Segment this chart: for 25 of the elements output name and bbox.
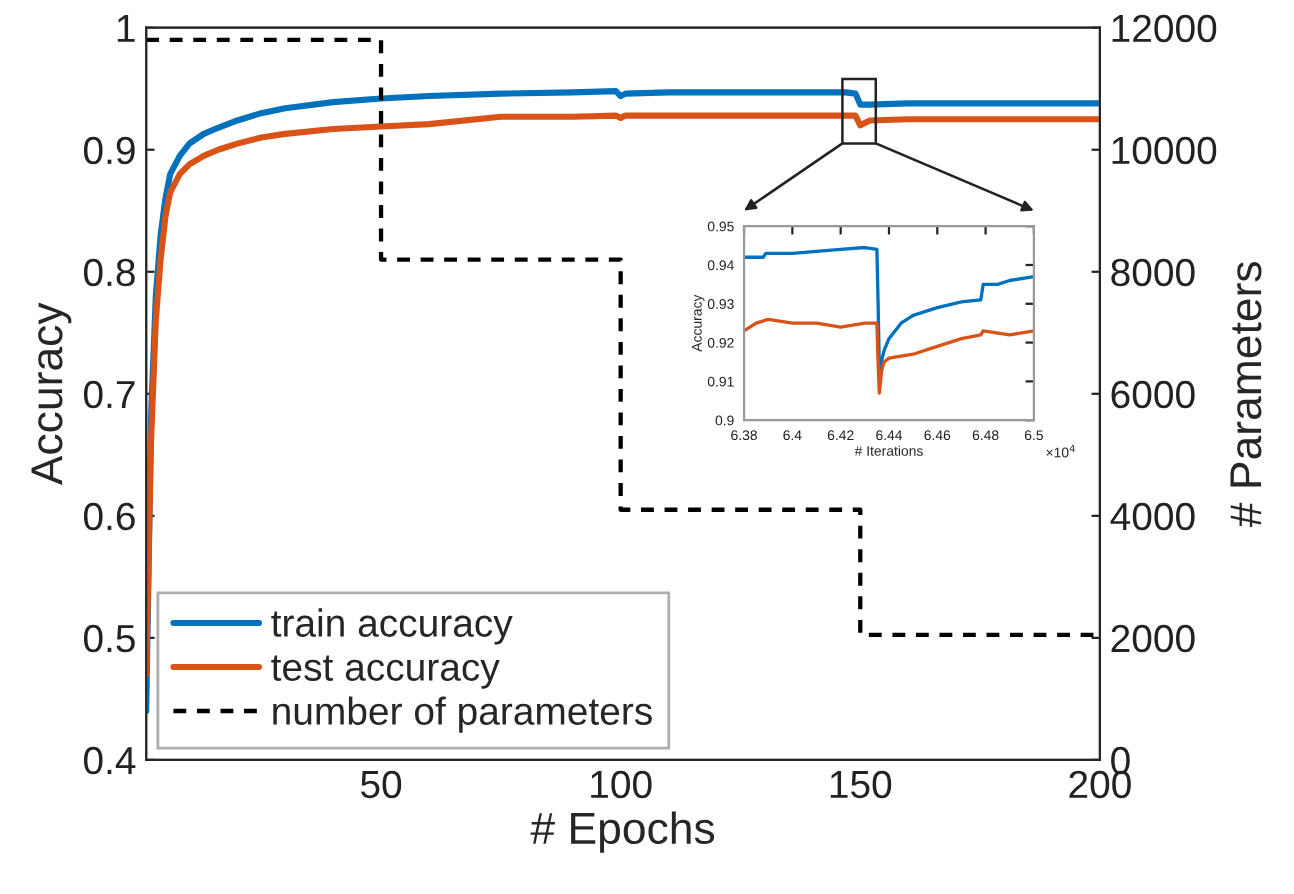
x-axis-title: # Epochs (530, 811, 715, 853)
x-tick-label: 50 (360, 770, 402, 799)
y2-axis-title: # Parameters (1230, 262, 1262, 527)
y-tick-label: 0.5 (83, 624, 135, 653)
y-tick-label: 1 (117, 15, 135, 42)
y-tick-label: 0.7 (83, 380, 135, 409)
legend-label: number of parameters (273, 696, 652, 733)
y2-tick-label: 12000 (1112, 14, 1217, 43)
line-series (744, 245, 1034, 372)
legend-label: train accuracy (271, 608, 513, 645)
y-tick-label: 0.4 (83, 746, 136, 775)
y2-tick-label: 8000 (1111, 258, 1195, 287)
y-tick-label: 0.6 (83, 502, 135, 531)
line-series (744, 317, 1034, 395)
y2-tick-label: 4000 (1110, 502, 1195, 531)
y-tick-label: 0.8 (83, 258, 135, 287)
x-tick-label: 100 (591, 770, 652, 799)
y-tick-label: 0.9 (83, 136, 135, 165)
y2-tick-label: 10000 (1112, 136, 1217, 165)
y-axis-title: Accuracy (31, 302, 72, 486)
legend-label: test accuracy (271, 655, 500, 689)
y2-tick-label: 2000 (1111, 624, 1195, 653)
y2-tick-label: 6000 (1111, 380, 1195, 409)
x-tick-label: 150 (830, 770, 892, 799)
x-tick-label: 200 (1069, 770, 1131, 799)
